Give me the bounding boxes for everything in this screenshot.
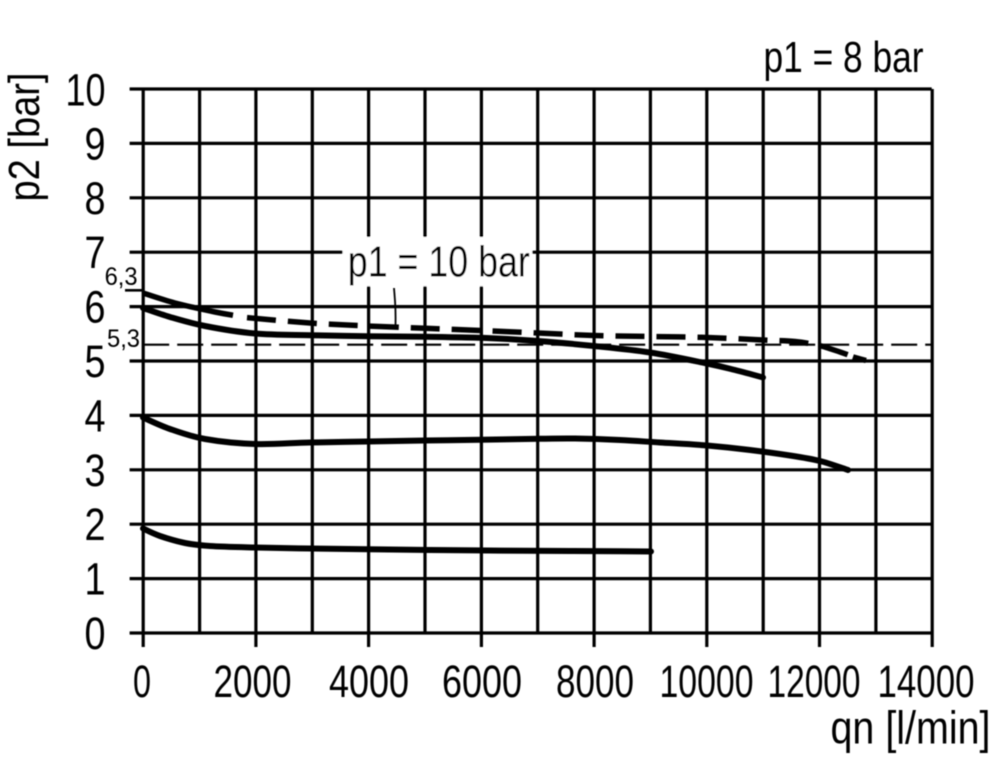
svg-text:5: 5 <box>85 336 106 387</box>
svg-text:14000: 14000 <box>878 656 975 707</box>
svg-text:0: 0 <box>85 608 106 659</box>
svg-text:2000: 2000 <box>214 656 292 707</box>
svg-text:7: 7 <box>85 227 106 278</box>
svg-text:8: 8 <box>85 173 106 224</box>
svg-text:3: 3 <box>85 445 106 496</box>
svg-text:5,3: 5,3 <box>107 325 140 353</box>
svg-text:9: 9 <box>85 118 106 169</box>
svg-text:0: 0 <box>133 656 151 707</box>
svg-text:10000: 10000 <box>660 656 754 707</box>
svg-text:1: 1 <box>85 554 106 605</box>
svg-text:12000: 12000 <box>768 656 861 707</box>
svg-text:6000: 6000 <box>442 656 522 707</box>
svg-text:2: 2 <box>85 499 106 550</box>
svg-text:p2 [bar]: p2 [bar] <box>0 73 49 202</box>
svg-text:4: 4 <box>85 390 106 441</box>
svg-text:p1 = 10 bar: p1 = 10 bar <box>348 238 530 287</box>
svg-text:p1 = 8 bar: p1 = 8 bar <box>764 33 924 82</box>
svg-text:10: 10 <box>66 64 106 115</box>
svg-text:4000: 4000 <box>329 656 409 707</box>
svg-text:6: 6 <box>85 282 106 333</box>
svg-text:8000: 8000 <box>556 656 634 707</box>
svg-text:qn [l/min]: qn [l/min] <box>831 702 991 754</box>
svg-text:6,3: 6,3 <box>105 263 138 291</box>
